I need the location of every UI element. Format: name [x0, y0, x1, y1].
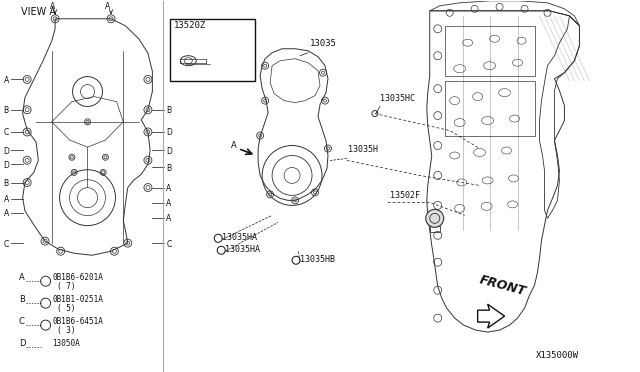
Text: VIEW A: VIEW A — [20, 7, 56, 17]
Text: A: A — [166, 184, 172, 193]
Text: D: D — [3, 147, 9, 155]
Text: D: D — [166, 147, 172, 155]
Text: C: C — [3, 128, 9, 138]
Text: 0B1B6-6201A: 0B1B6-6201A — [52, 273, 104, 282]
Text: 13502F: 13502F — [390, 191, 420, 201]
Text: 13520Z: 13520Z — [174, 21, 207, 30]
Text: A: A — [166, 199, 172, 208]
Text: 13035: 13035 — [310, 39, 337, 48]
Text: A: A — [3, 209, 9, 218]
Text: B: B — [166, 106, 172, 115]
Text: D: D — [166, 128, 172, 138]
Text: 13035HC: 13035HC — [380, 94, 415, 103]
Bar — [170, 19, 255, 81]
Text: C: C — [166, 240, 172, 248]
Text: 13035HB: 13035HB — [300, 255, 335, 264]
Bar — [429, 226, 440, 232]
Text: A: A — [166, 214, 172, 223]
Text: A: A — [3, 76, 9, 85]
Text: 13035HA: 13035HA — [222, 233, 257, 242]
Text: 13035H: 13035H — [348, 145, 378, 154]
Text: B: B — [4, 106, 9, 115]
Text: D: D — [3, 161, 9, 170]
Text: 13050A: 13050A — [52, 339, 81, 348]
Text: FRONT: FRONT — [477, 273, 527, 298]
Circle shape — [426, 209, 444, 227]
Text: X135000W: X135000W — [536, 351, 579, 360]
Text: 13035HA: 13035HA — [225, 245, 260, 254]
Text: A: A — [19, 273, 24, 282]
Text: ( 7): ( 7) — [56, 282, 75, 291]
Text: A: A — [231, 141, 237, 150]
Text: B: B — [166, 164, 172, 173]
Text: ( 3): ( 3) — [56, 326, 75, 335]
Text: D: D — [19, 339, 25, 348]
Text: 0B1B1-0251A: 0B1B1-0251A — [52, 295, 104, 304]
Text: B: B — [4, 179, 9, 188]
Text: 0B1B6-6451A: 0B1B6-6451A — [52, 317, 104, 326]
Text: A: A — [3, 195, 9, 204]
Text: A: A — [49, 2, 55, 11]
Text: A: A — [106, 2, 111, 11]
Text: C: C — [3, 240, 9, 248]
Text: B: B — [19, 295, 24, 304]
Text: ( 5): ( 5) — [56, 304, 75, 313]
Text: C: C — [19, 317, 24, 326]
